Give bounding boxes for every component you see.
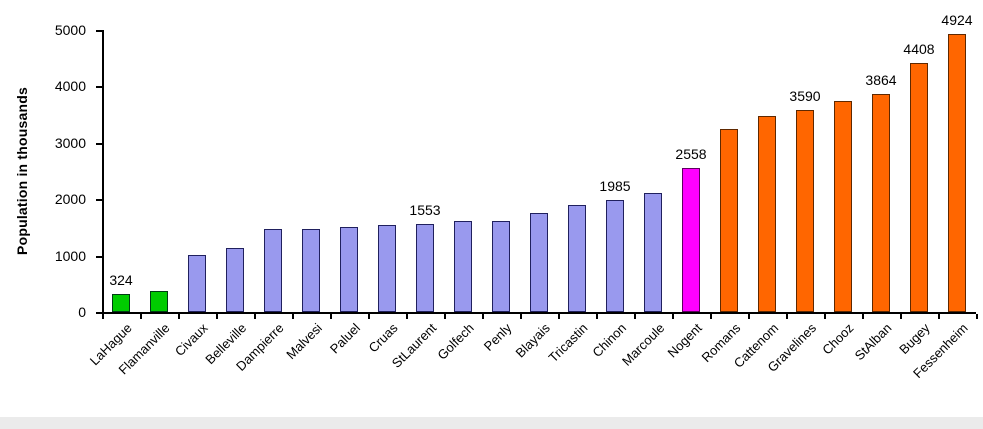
bar-chooz bbox=[834, 101, 852, 312]
bar-value-label: 4408 bbox=[903, 41, 935, 57]
y-axis-tick bbox=[96, 199, 102, 202]
bar-flamanville bbox=[150, 291, 168, 312]
x-axis-tick bbox=[976, 314, 978, 319]
bar-value-label: 1985 bbox=[599, 178, 631, 194]
bar-value-label: 2558 bbox=[675, 146, 707, 162]
x-category-label: Tricastin bbox=[545, 320, 591, 366]
bar-value-label: 324 bbox=[109, 272, 133, 288]
x-axis-tick bbox=[482, 314, 484, 319]
bar-value-label: 3590 bbox=[789, 88, 821, 104]
y-axis-tick bbox=[96, 312, 102, 314]
x-category-label: StAlban bbox=[852, 320, 895, 364]
bar-value-label: 4924 bbox=[941, 12, 973, 28]
bar-lahague bbox=[112, 294, 130, 312]
x-axis-tick bbox=[292, 314, 294, 319]
x-axis-tick bbox=[444, 314, 446, 319]
x-axis-tick bbox=[862, 314, 864, 319]
bar-nogent bbox=[682, 168, 700, 312]
x-axis-line bbox=[102, 312, 976, 314]
x-category-label: Malvesi bbox=[283, 320, 325, 363]
x-axis-tick bbox=[900, 314, 902, 319]
x-axis-tick bbox=[406, 314, 408, 319]
bar-value-label: 1553 bbox=[409, 202, 441, 218]
x-axis-tick bbox=[216, 314, 218, 319]
bar-civaux bbox=[188, 255, 206, 312]
bar-chinon bbox=[606, 200, 624, 312]
x-axis-tick bbox=[596, 314, 598, 319]
y-axis-tick bbox=[96, 30, 102, 32]
y-tick-label: 3000 bbox=[54, 134, 86, 151]
x-axis-tick bbox=[786, 314, 788, 319]
y-tick-label: 0 bbox=[78, 304, 86, 320]
y-tick-label: 1000 bbox=[54, 247, 86, 264]
bar-stlaurent bbox=[416, 224, 434, 312]
x-axis-tick bbox=[824, 314, 826, 319]
bar-dampierre bbox=[264, 229, 282, 312]
y-axis-tick bbox=[96, 86, 102, 89]
x-axis-tick bbox=[102, 314, 104, 319]
x-axis-tick bbox=[140, 314, 142, 319]
bar-belleville bbox=[226, 248, 244, 312]
x-axis-tick bbox=[178, 314, 180, 319]
x-category-label: Penly bbox=[481, 320, 515, 354]
x-axis-tick bbox=[710, 314, 712, 319]
x-category-label: Cruas bbox=[365, 320, 401, 356]
bar-cruas bbox=[378, 225, 396, 312]
y-axis-line bbox=[102, 30, 104, 314]
y-axis-tick bbox=[96, 142, 102, 145]
bar-fessenheim bbox=[948, 34, 966, 312]
bar-gravelines bbox=[796, 110, 814, 312]
x-axis-tick bbox=[520, 314, 522, 319]
bar-stalban bbox=[872, 94, 890, 312]
bottom-window-edge bbox=[0, 417, 983, 429]
x-axis-tick bbox=[558, 314, 560, 319]
bar-bugey bbox=[910, 63, 928, 312]
bar-paluel bbox=[340, 227, 358, 312]
bar-marcoule bbox=[644, 193, 662, 312]
x-axis-tick bbox=[330, 314, 332, 319]
bar-romans bbox=[720, 129, 738, 312]
x-axis-tick bbox=[938, 314, 940, 319]
bar-cattenom bbox=[758, 116, 776, 312]
x-axis-tick bbox=[634, 314, 636, 319]
x-axis-tick bbox=[672, 314, 674, 319]
y-tick-label: 2000 bbox=[54, 191, 86, 208]
bar-value-label: 3864 bbox=[865, 72, 897, 88]
bar-tricastin bbox=[568, 205, 586, 312]
y-axis-tick bbox=[96, 255, 102, 258]
x-category-label: Paluel bbox=[326, 320, 363, 357]
bar-malvesi bbox=[302, 229, 320, 312]
bar-penly bbox=[492, 221, 510, 312]
x-axis-tick bbox=[254, 314, 256, 319]
bar-blayais bbox=[530, 213, 548, 312]
x-axis-tick bbox=[368, 314, 370, 319]
y-tick-label: 5000 bbox=[54, 22, 86, 38]
y-tick-label: 4000 bbox=[54, 78, 86, 95]
x-axis-tick bbox=[748, 314, 750, 319]
x-category-label: Golfech bbox=[434, 320, 477, 363]
bar-golfech bbox=[454, 221, 472, 312]
